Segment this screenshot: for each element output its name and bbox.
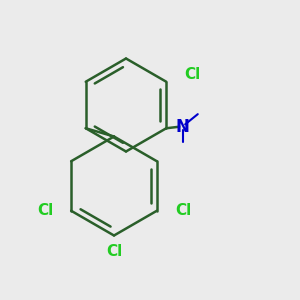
Text: N: N — [176, 118, 190, 136]
Text: Cl: Cl — [106, 244, 122, 260]
Text: Cl: Cl — [37, 203, 53, 218]
Text: Cl: Cl — [184, 67, 200, 82]
Text: Cl: Cl — [175, 203, 191, 218]
